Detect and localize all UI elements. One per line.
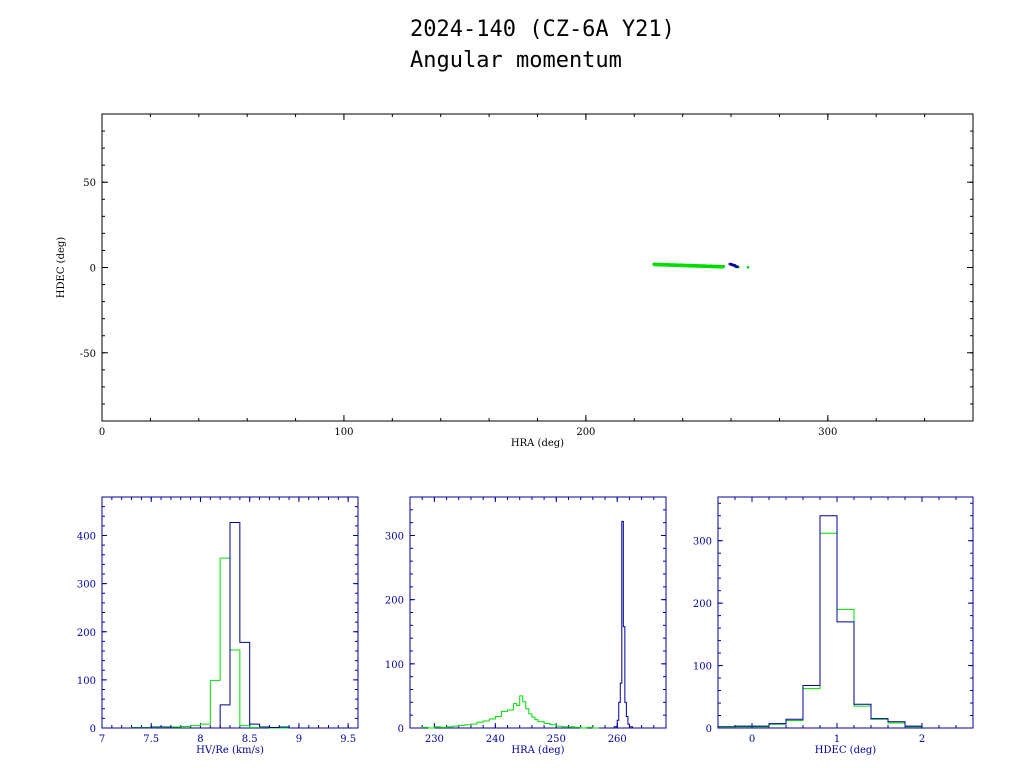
x-tick-label: 1	[834, 734, 840, 745]
x-tick-label: 230	[425, 734, 444, 745]
data-point	[746, 266, 750, 269]
x-tick-label: 8	[197, 734, 203, 745]
histogram-blue	[717, 515, 923, 728]
x-tick-label: 2	[919, 734, 925, 745]
x-tick-label: 0	[99, 427, 105, 438]
histogram-blue	[102, 522, 309, 729]
y-tick-label: 200	[385, 596, 404, 607]
x-tick-label: 9	[296, 734, 302, 745]
x-axis-label: HV/Re (km/s)	[196, 745, 264, 756]
series-blue	[728, 262, 739, 269]
y-tick-label: 50	[83, 178, 96, 189]
y-tick-label: 300	[693, 537, 712, 548]
panel-1: 0 100 200 300 -50 0 50 HRA (deg) HDEC (deg)	[56, 113, 974, 449]
title-line-1: 2024-140 (CZ-6A Y21)	[410, 17, 675, 42]
y-tick-label: 100	[77, 676, 96, 687]
histogram-blue	[611, 520, 636, 729]
y-tick-label: 200	[693, 599, 712, 610]
y-tick-label: 100	[385, 660, 404, 671]
plot-frame	[717, 496, 974, 729]
x-tick-label: 240	[486, 734, 505, 745]
y-tick-label: 400	[77, 532, 96, 543]
series-green	[652, 262, 750, 269]
x-tick-label: 9.5	[340, 734, 356, 745]
y-tick-label: -50	[80, 349, 96, 360]
y-tick-label: 100	[693, 662, 712, 673]
histogram-green	[102, 557, 309, 729]
x-axis-label: HRA (deg)	[511, 438, 564, 449]
title-line-2: Angular momentum	[410, 48, 622, 73]
data-point	[736, 265, 739, 269]
data-point	[730, 263, 733, 267]
plot-frame	[409, 496, 667, 729]
x-tick-label: 100	[334, 427, 353, 438]
y-tick-label: 0	[90, 724, 96, 735]
panel-4: 0 1 2 0 100 200 300 HDEC (deg)	[693, 496, 974, 756]
x-tick-label: 200	[576, 427, 595, 438]
y-tick-label: 0	[90, 264, 96, 275]
data-point	[722, 264, 725, 268]
panel-2: 7 7.5 8 8.5 9 9.5 0 100 200 300 400 HV/Re (km/s)	[77, 496, 359, 756]
y-tick-label: 300	[385, 532, 404, 543]
x-tick-label: 7.5	[143, 734, 159, 745]
x-tick-label: 0	[749, 734, 755, 745]
x-tick-label: 260	[608, 734, 627, 745]
x-tick-label: 300	[818, 427, 837, 438]
histogram-green	[421, 695, 599, 729]
y-tick-label: 300	[77, 580, 96, 591]
plot-frame	[101, 113, 974, 422]
y-tick-label: 0	[706, 724, 712, 735]
x-tick-label: 250	[547, 734, 566, 745]
y-tick-label: 200	[77, 628, 96, 639]
chart-title: 2024-140 (CZ-6A Y21) Angular momentum	[410, 14, 675, 76]
y-tick-label: 0	[398, 724, 404, 735]
x-tick-label: 8.5	[242, 734, 258, 745]
x-tick-label: 7	[99, 734, 105, 745]
panel-3: 230 240 250 260 0 100 200 300 HRA (deg)	[385, 496, 667, 756]
data-point	[733, 264, 737, 267]
x-axis-label: HDEC (deg)	[815, 745, 876, 756]
x-axis-label: HRA (deg)	[511, 745, 564, 756]
data-point	[728, 262, 732, 266]
y-axis-label: HDEC (deg)	[56, 237, 67, 298]
